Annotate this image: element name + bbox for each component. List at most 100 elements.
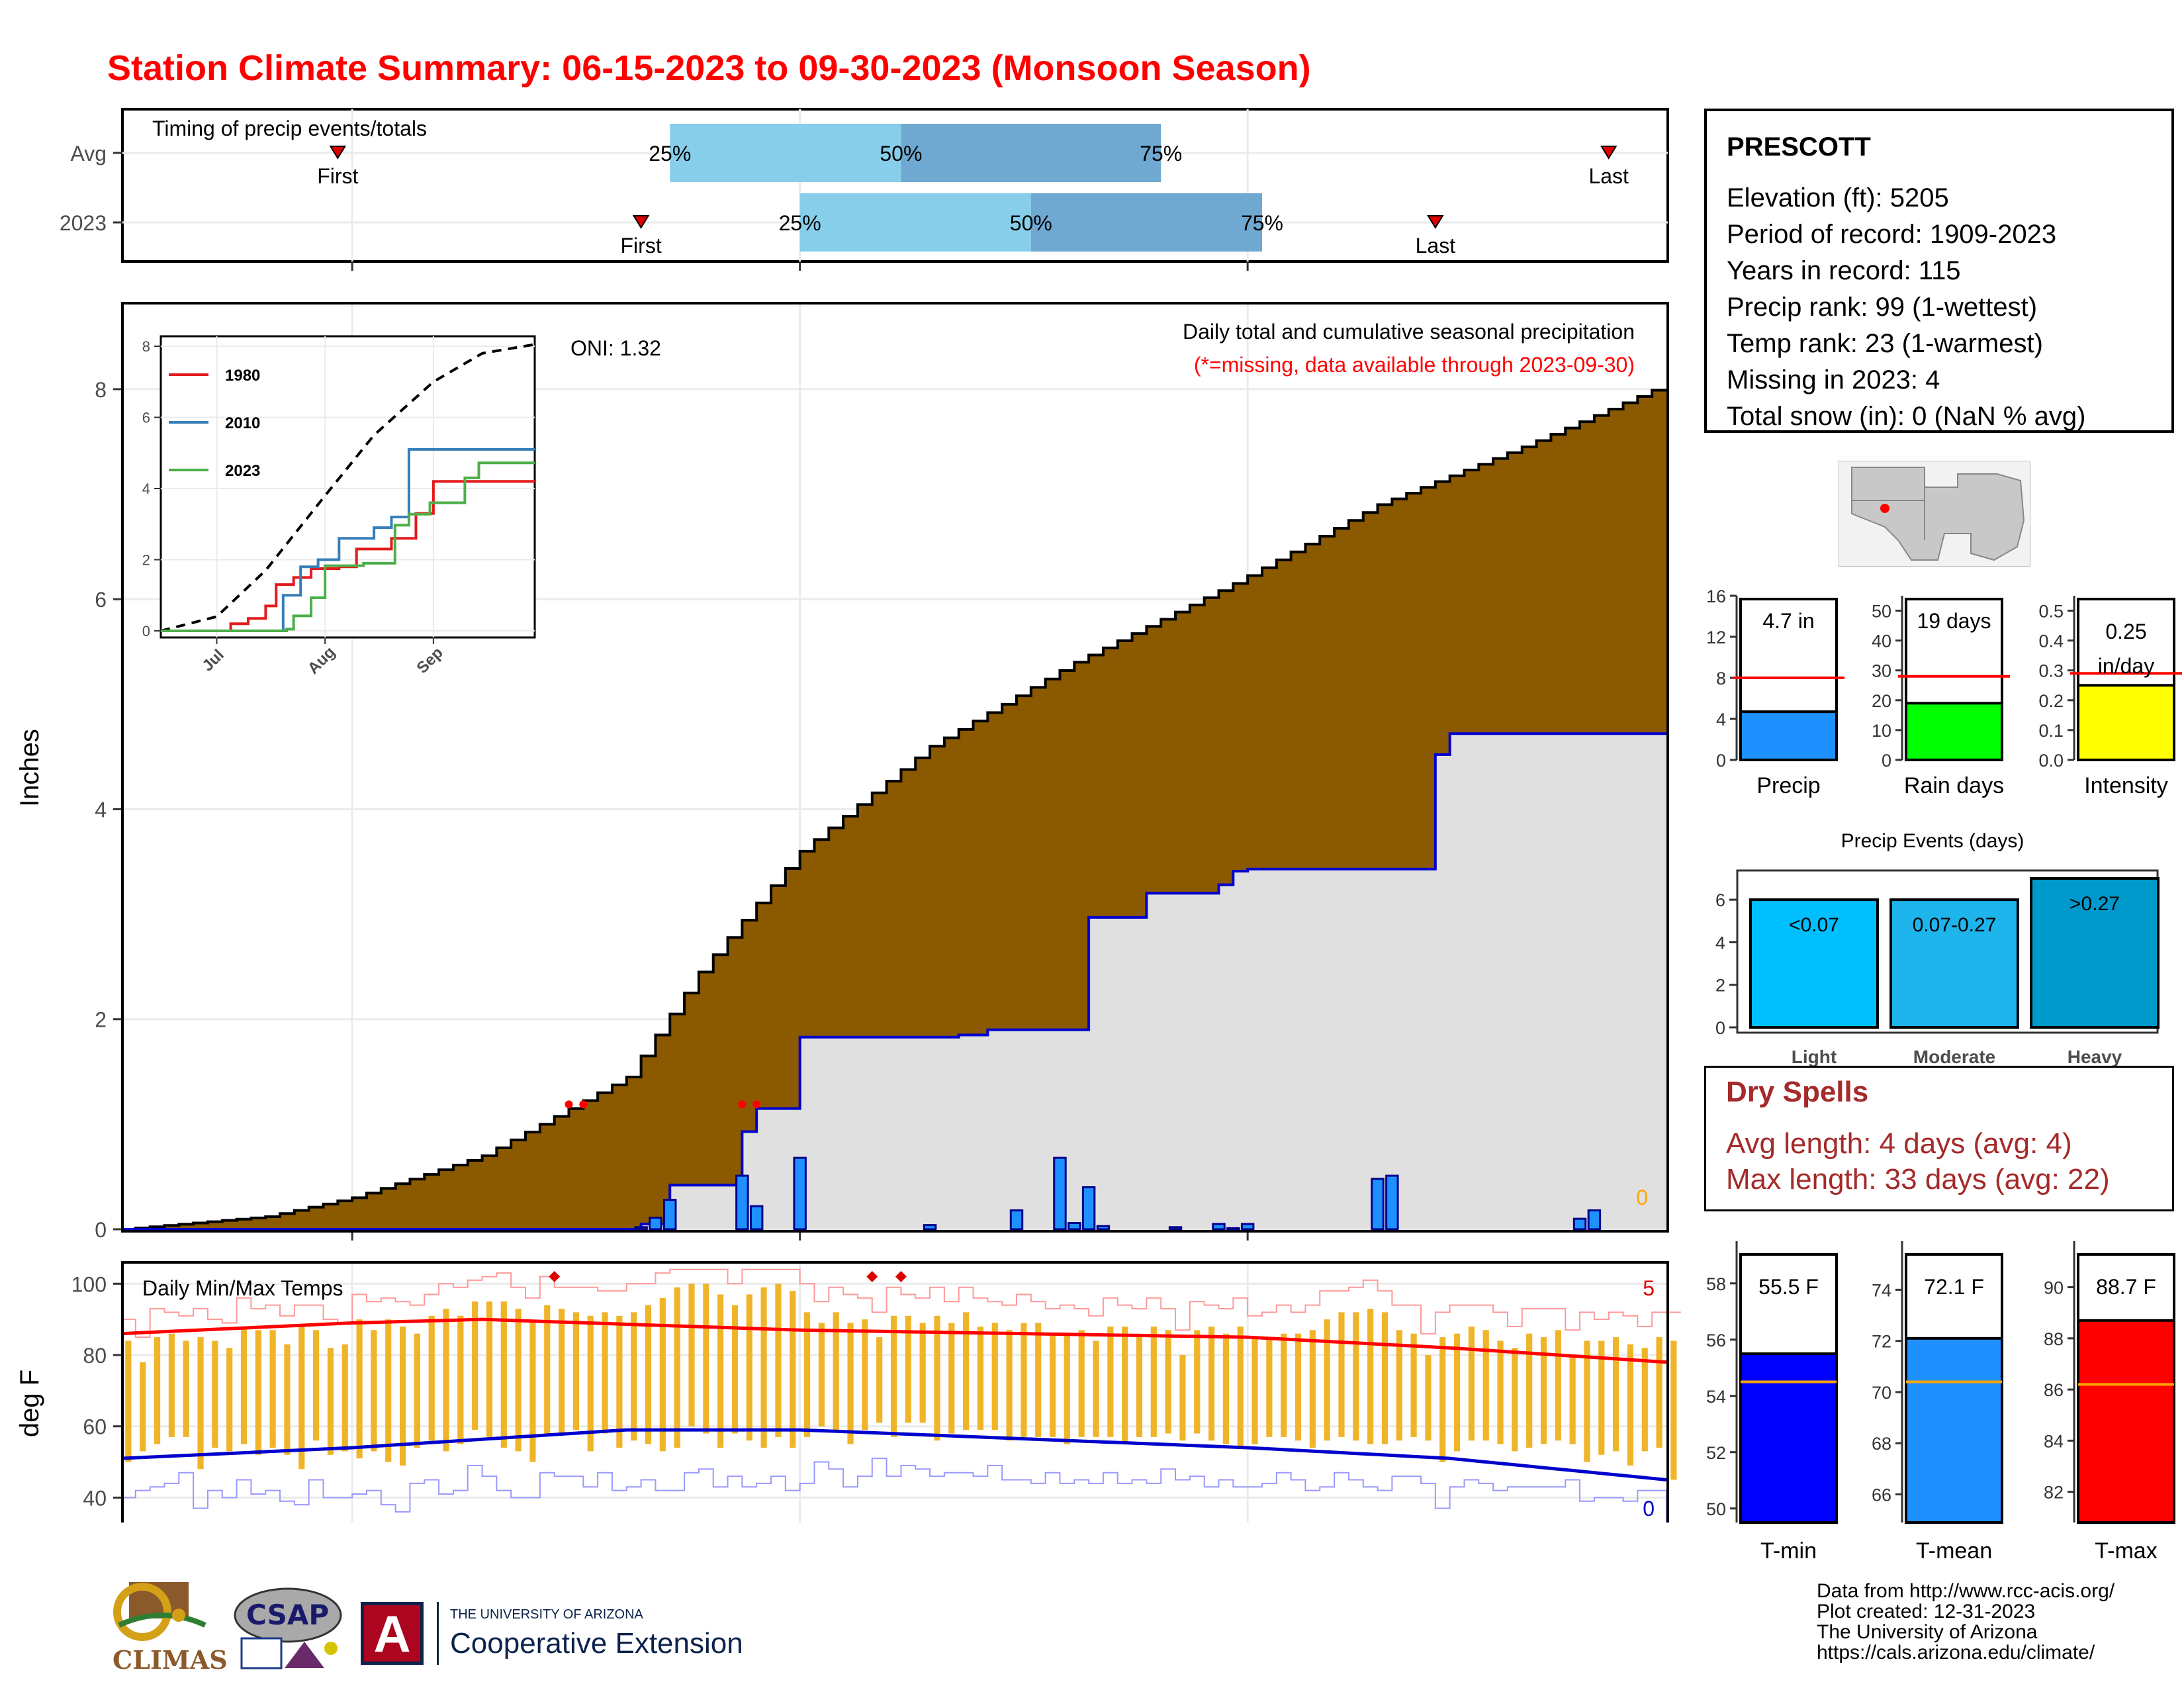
daily-temp-bar bbox=[1670, 1340, 1677, 1480]
daily-temp-bar bbox=[890, 1315, 897, 1437]
timing-q25-q50-bar bbox=[670, 124, 901, 182]
temp-summary-ytick-label: 58 bbox=[1706, 1274, 1726, 1294]
timing-label: Timing of precip events/totals bbox=[152, 117, 427, 140]
temp-frame bbox=[121, 1261, 1669, 1523]
daily-temp-bar bbox=[1281, 1333, 1287, 1437]
daily-temp-bar bbox=[746, 1294, 752, 1441]
daily-temp-bar bbox=[1641, 1348, 1648, 1452]
precip-events-bar-label: 0.07-0.27 bbox=[1913, 914, 1997, 936]
daily-temp-bar bbox=[1338, 1312, 1345, 1437]
tmin-avg-line bbox=[120, 1428, 1667, 1481]
temp-summary-ytick-label: 90 bbox=[2044, 1278, 2064, 1298]
daily-temp-bar bbox=[1295, 1333, 1302, 1441]
daily-temp-bar bbox=[1309, 1330, 1316, 1448]
daily-temp-bar bbox=[544, 1305, 551, 1434]
summary-bar bbox=[1739, 710, 1838, 761]
precip-events-category: Heavy bbox=[2068, 1047, 2122, 1067]
inset-ytick-label: 2 bbox=[142, 552, 150, 569]
daily-temp-bar bbox=[631, 1312, 637, 1441]
year-cumulative-area bbox=[121, 733, 1666, 1229]
daily-temp-bar bbox=[1006, 1330, 1013, 1441]
station-info-panel: PRESCOTT Elevation (ft): 5205 Period of … bbox=[1704, 109, 2174, 433]
daily-temp-bar bbox=[1251, 1337, 1258, 1444]
daily-temp-bar bbox=[559, 1309, 565, 1434]
timing-q25-label: 25% bbox=[649, 142, 691, 165]
summary-value-label: 19 days bbox=[1917, 609, 1991, 633]
daily-temp-bar bbox=[457, 1315, 464, 1444]
timing-first-label: First bbox=[621, 234, 662, 258]
daily-temp-bar bbox=[1150, 1326, 1157, 1437]
daily-temp-bar bbox=[399, 1326, 406, 1466]
daily-temp-bar bbox=[1569, 1355, 1576, 1444]
daily-temp-bar bbox=[168, 1333, 175, 1437]
daily-temp-bar bbox=[1035, 1323, 1042, 1437]
daily-precip-bar bbox=[1081, 1186, 1096, 1231]
precip-events-title: Precip Events (days) bbox=[1841, 830, 2025, 852]
daily-temp-bar bbox=[1497, 1340, 1504, 1444]
daily-temp-bar bbox=[1410, 1333, 1417, 1437]
daily-precip-bar bbox=[1240, 1223, 1255, 1231]
summary-ytick-label: 16 bbox=[1706, 586, 1726, 606]
summary-ytick-label: 0.2 bbox=[2038, 691, 2064, 711]
daily-temp-bar bbox=[1093, 1340, 1099, 1437]
timing-last-label: Last bbox=[1416, 234, 1456, 258]
daily-temp-bar bbox=[371, 1330, 377, 1452]
daily-precip-bar bbox=[649, 1217, 662, 1231]
record-high-marker bbox=[895, 1271, 907, 1283]
daily-temp-bar bbox=[269, 1330, 276, 1448]
daily-temp-bar bbox=[963, 1312, 970, 1430]
daily-temp-bar bbox=[500, 1301, 507, 1448]
tmax-avg-line bbox=[120, 1317, 1667, 1364]
station-details: Elevation (ft): 5205 Period of record: 1… bbox=[1727, 180, 2085, 435]
daily-temp-bar bbox=[472, 1301, 478, 1430]
main-missing-note: (*=missing, data available through 2023-… bbox=[1194, 353, 1635, 377]
temp-summary-ytick-label: 70 bbox=[1872, 1383, 1891, 1403]
daily-temp-bar bbox=[1122, 1326, 1128, 1444]
summary-ytick-label: 12 bbox=[1706, 628, 1726, 647]
summary-bar bbox=[1905, 702, 2003, 761]
precip-events-ytick-label: 0 bbox=[1715, 1018, 1725, 1038]
daily-temp-bar bbox=[847, 1323, 854, 1444]
daily-temp-bar bbox=[1324, 1319, 1330, 1441]
timing-q25-label: 25% bbox=[779, 211, 821, 235]
temp-summary-value-label: 72.1 F bbox=[1924, 1275, 1984, 1299]
daily-temp-bar bbox=[226, 1348, 233, 1452]
timing-last-marker bbox=[1600, 146, 1617, 160]
station-location-marker bbox=[1880, 504, 1889, 513]
daily-precip-bar bbox=[793, 1156, 807, 1231]
summary-value-label: in/day bbox=[2098, 654, 2154, 678]
timing-q50-q75-bar bbox=[901, 124, 1161, 182]
station-missing: Missing in 2023: 4 bbox=[1727, 365, 1940, 395]
daily-temp-bar bbox=[645, 1305, 652, 1444]
daily-temp-bar bbox=[659, 1297, 666, 1452]
summary-ytick-label: 0.3 bbox=[2038, 661, 2064, 681]
precip-events-category: Moderate bbox=[1913, 1047, 1995, 1067]
credits: Data from http://www.rcc-acis.org/ Plot … bbox=[1817, 1581, 2115, 1663]
station-elevation: Elevation (ft): 5205 bbox=[1727, 183, 1949, 212]
temp-count-bottom: 0 bbox=[1643, 1497, 1655, 1521]
temp-ylabel: deg F bbox=[15, 1370, 44, 1437]
inset-legend-label: 1980 bbox=[225, 367, 260, 385]
daily-temp-bar bbox=[587, 1315, 594, 1452]
timing-row-label: Avg bbox=[70, 142, 107, 165]
daily-precip-bar bbox=[1168, 1226, 1183, 1231]
daily-temp-bar bbox=[414, 1333, 420, 1448]
summary-bar bbox=[2077, 684, 2175, 761]
daily-temp-bar bbox=[790, 1291, 796, 1448]
summary-ytick-label: 0 bbox=[1716, 751, 1726, 771]
daily-temp-bar bbox=[717, 1294, 724, 1448]
temp-summary-category-label: T-min bbox=[1760, 1538, 1817, 1564]
timing-q50-q75-bar bbox=[1030, 193, 1262, 252]
daily-precip-bar bbox=[663, 1199, 677, 1231]
precip-events-bar bbox=[1889, 898, 2019, 1029]
record-low-line bbox=[121, 1458, 1667, 1523]
timing-q75-label: 75% bbox=[1241, 211, 1283, 235]
inset-ytick-label: 6 bbox=[142, 410, 150, 426]
daily-temp-bar bbox=[862, 1319, 868, 1430]
precip-events-ytick-label: 6 bbox=[1715, 890, 1725, 910]
missing-day-marker bbox=[565, 1100, 573, 1109]
daily-temp-bar bbox=[1627, 1344, 1634, 1466]
dry-spells-avg: Avg length: 4 days (avg: 4) bbox=[1726, 1127, 2072, 1160]
daily-precip-bar bbox=[1212, 1223, 1226, 1231]
precip-events-bar bbox=[2030, 877, 2160, 1029]
